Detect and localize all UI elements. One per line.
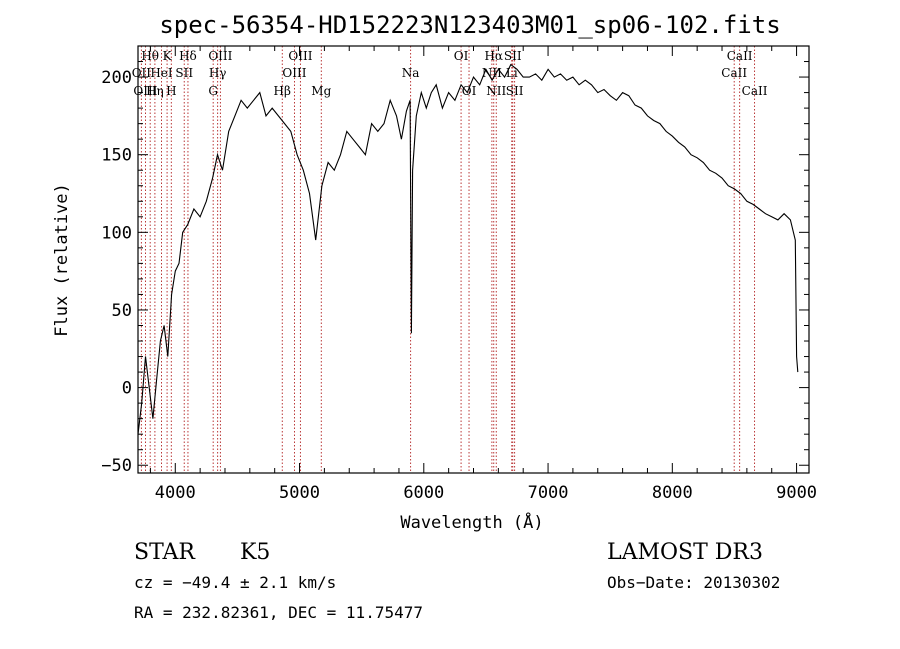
spectral-line-label: Mg xyxy=(311,84,331,98)
observation-date: Obs−Date: 20130302 xyxy=(607,573,781,592)
survey-name: LAMOST DR3 xyxy=(607,540,763,565)
y-axis-label: Flux (relative) xyxy=(52,183,72,337)
y-tick-label: 0 xyxy=(122,379,132,399)
spectral-line-label: Na xyxy=(402,66,420,80)
spectral-line-labels: HθOIIOIIIHηHeIKHSIIHδGOIIIHγHβOIIIOIIIMg… xyxy=(132,49,768,98)
coordinates: RA = 232.82361, DEC = 11.75477 xyxy=(134,603,423,622)
y-tick-label: −50 xyxy=(101,456,132,476)
spectral-line-label: OIII xyxy=(288,49,312,63)
spectral-line-label: OI xyxy=(462,84,477,98)
spectral-line-label: SII xyxy=(504,49,522,63)
spectral-line-label: Hη xyxy=(146,84,164,98)
spectral-line-label: Hγ xyxy=(209,66,227,80)
spectral-line-label: OI xyxy=(454,49,469,63)
spectral-line-label: CaII xyxy=(721,66,747,80)
flux-series-line xyxy=(137,63,799,435)
plot-frame xyxy=(137,45,810,474)
y-tick-label: 100 xyxy=(101,223,132,243)
x-tick-label: 8000 xyxy=(652,483,693,503)
spectral-line-label: CaII xyxy=(727,49,753,63)
object-class: STAR xyxy=(134,540,195,565)
x-axis-label: Wavelength (Å) xyxy=(400,511,543,533)
spectral-line-label: NII xyxy=(482,66,502,80)
spectral-line-label: K xyxy=(163,49,173,63)
spectral-line-label: Hδ xyxy=(179,49,197,63)
x-tick-label: 7000 xyxy=(528,483,569,503)
spectral-line-label: HeI xyxy=(150,66,173,80)
y-tick-label: 150 xyxy=(101,146,132,166)
spectral-line-label: G xyxy=(208,84,218,98)
x-tick-label: 9000 xyxy=(776,483,817,503)
axis-ticks: 4000 5000 6000 7000 8000 9000 −50 0 50 100 150 200 xyxy=(101,45,817,503)
spectral-line-label: OII xyxy=(132,66,152,80)
spectral-line-label: NII xyxy=(486,84,506,98)
spectral-line-label: Li xyxy=(506,66,518,80)
redshift-velocity: cz = −49.4 ± 2.1 km/s xyxy=(134,573,337,592)
spectral-line-label: OIII xyxy=(208,49,232,63)
x-tick-label: 5000 xyxy=(279,483,320,503)
chart-title: spec-56354-HD152223N123403M01_sp06-102.f… xyxy=(159,11,780,39)
x-tick-label: 4000 xyxy=(155,483,196,503)
spectral-line-label: Hα xyxy=(484,49,503,63)
spectral-line-label: SII xyxy=(175,66,193,80)
x-tick-label: 6000 xyxy=(403,483,444,503)
spectral-line-markers xyxy=(140,46,756,473)
spectral-line-label: Hθ xyxy=(141,49,159,63)
spectral-line-label: OIII xyxy=(282,66,306,80)
spectral-line-label: OIII xyxy=(133,84,157,98)
y-tick-label: 200 xyxy=(101,68,132,88)
object-subclass: K5 xyxy=(240,540,271,565)
spectral-line-label: SII xyxy=(506,84,524,98)
spectral-line-label: Hβ xyxy=(274,84,291,98)
spectral-line-label: H xyxy=(166,84,176,98)
y-tick-label: 50 xyxy=(112,301,132,321)
spectral-line-label: CaII xyxy=(742,84,768,98)
